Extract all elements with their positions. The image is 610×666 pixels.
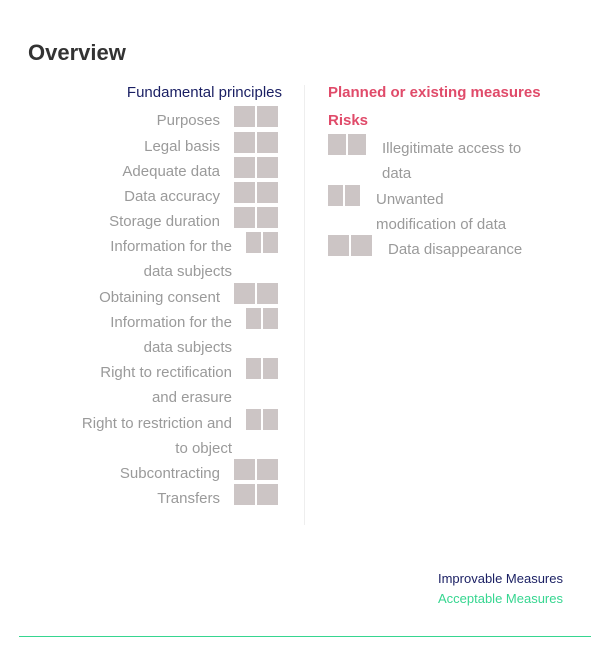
principle-row-data-accuracy[interactable]: Data accuracy <box>124 182 278 209</box>
column-divider <box>304 85 305 525</box>
status-square <box>234 132 255 153</box>
risks-heading: Risks <box>328 112 369 129</box>
risk-label: Illegitimate access to data <box>382 140 522 182</box>
bottom-divider <box>19 636 591 637</box>
status-square <box>263 358 278 379</box>
status-squares <box>234 182 278 203</box>
principle-row-legal-basis[interactable]: Legal basis <box>144 132 278 159</box>
status-squares <box>234 484 278 505</box>
principle-row-adequate-data[interactable]: Adequate data <box>122 157 278 184</box>
status-square <box>257 459 278 480</box>
status-square <box>257 106 278 127</box>
status-squares <box>246 232 278 253</box>
status-square <box>234 484 255 505</box>
risk-label: Data disappearance <box>388 241 523 258</box>
measures-heading: Planned or existing measures <box>328 84 541 101</box>
principles-heading: Fundamental principles <box>126 84 282 101</box>
status-square <box>328 185 343 206</box>
principle-label: Obtaining consent <box>99 289 220 306</box>
status-square <box>351 235 372 256</box>
status-square <box>328 235 349 256</box>
principle-row-information-2[interactable]: Information for the data subjects <box>110 308 278 360</box>
status-square <box>257 207 278 228</box>
status-squares <box>234 283 278 304</box>
status-square <box>257 484 278 505</box>
status-squares <box>234 157 278 178</box>
status-square <box>345 185 360 206</box>
status-square <box>234 157 255 178</box>
status-square <box>263 409 278 430</box>
principle-label: Right to restriction and to object <box>81 415 232 457</box>
legend-acceptable: Acceptable Measures <box>437 591 563 606</box>
status-square <box>234 459 255 480</box>
status-squares <box>246 358 278 379</box>
status-square <box>246 232 261 253</box>
status-square <box>246 358 261 379</box>
principle-row-information[interactable]: Information for the data subjects <box>110 232 278 284</box>
principle-label: Subcontracting <box>119 465 220 482</box>
principle-label: Information for the data subjects <box>110 314 232 356</box>
status-square <box>257 283 278 304</box>
risk-label: Unwanted modification of data <box>376 191 507 233</box>
status-square <box>234 207 255 228</box>
status-square <box>328 134 346 155</box>
principle-label: Adequate data <box>122 163 220 180</box>
status-square <box>234 182 255 203</box>
status-square <box>257 182 278 203</box>
status-squares <box>246 308 278 329</box>
principle-label: Transfers <box>157 490 220 507</box>
legend-improvable: Improvable Measures <box>437 571 563 586</box>
status-square <box>234 106 255 127</box>
principle-label: Data accuracy <box>124 188 220 205</box>
status-squares <box>328 134 366 155</box>
legend: Improvable Measures Acceptable Measures <box>438 569 563 609</box>
principle-label: Purposes <box>156 112 220 129</box>
principle-row-restriction[interactable]: Right to restriction and to object <box>81 409 278 461</box>
status-squares <box>328 185 360 206</box>
page-title: Overview <box>28 40 126 65</box>
status-square <box>263 232 278 253</box>
principle-label: Right to rectification and erasure <box>100 364 232 406</box>
status-square <box>234 283 255 304</box>
principle-row-subcontracting[interactable]: Subcontracting <box>119 459 278 486</box>
risk-row-illegitimate-access[interactable]: Illegitimate access to data <box>328 134 522 186</box>
status-square <box>246 308 261 329</box>
principle-label: Storage duration <box>109 213 220 230</box>
principle-row-transfers[interactable]: Transfers <box>157 484 278 511</box>
status-square <box>257 157 278 178</box>
principle-row-obtaining-consent[interactable]: Obtaining consent <box>99 283 278 310</box>
principle-row-storage-duration[interactable]: Storage duration <box>109 207 278 234</box>
status-squares <box>234 459 278 480</box>
principle-row-purposes[interactable]: Purposes <box>156 106 278 133</box>
status-square <box>246 409 261 430</box>
principle-label: Legal basis <box>144 138 220 155</box>
status-square <box>257 132 278 153</box>
risk-row-data-disappearance[interactable]: Data disappearance <box>328 235 523 262</box>
status-square <box>348 134 366 155</box>
status-squares <box>234 207 278 228</box>
status-squares <box>234 132 278 153</box>
risk-row-unwanted-modification[interactable]: Unwanted modification of data <box>328 185 507 237</box>
status-square <box>263 308 278 329</box>
principle-label: Information for the data subjects <box>110 238 232 280</box>
status-squares <box>328 235 372 256</box>
status-squares <box>234 106 278 127</box>
principle-row-rectification[interactable]: Right to rectification and erasure <box>100 358 278 410</box>
status-squares <box>246 409 278 430</box>
